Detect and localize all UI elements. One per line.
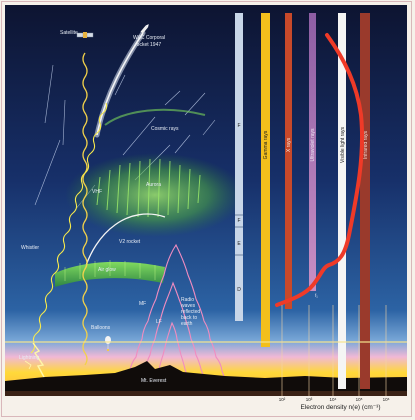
- axis-tick-label: 10²: [279, 397, 286, 402]
- mountain-silhouette: [5, 361, 407, 396]
- ultraviolet-band: [309, 13, 316, 291]
- x-ray-label: X rays: [286, 137, 292, 152]
- svg-text:Radio: Radio: [181, 297, 194, 303]
- v2-rocket-trajectory: [82, 213, 166, 276]
- layer-label-d: D: [237, 287, 241, 293]
- ionosphere-layer-column: [235, 13, 243, 321]
- visible-light-band: [338, 13, 346, 389]
- lightning-label: Lightning: [19, 355, 40, 361]
- gamma-ray-label: Gamma rays: [263, 130, 269, 159]
- svg-text:earth: earth: [181, 321, 193, 327]
- wac-rocket-label-line2: rocket 1947: [135, 42, 161, 48]
- axis-tick-label: 10⁶: [383, 397, 390, 402]
- axis-tick-marks: [281, 305, 387, 396]
- vhf-wave: [82, 52, 88, 366]
- cosmic-rays-label: Cosmic rays: [151, 126, 179, 132]
- density-curve-label: f₁: [315, 293, 318, 298]
- layer-label-f1: F: [237, 218, 240, 224]
- radio-waves-caption: Radio waves reflected back to earth: [181, 297, 200, 327]
- aurora-label: Aurora: [146, 182, 161, 188]
- radio-waves: [124, 243, 228, 384]
- electron-density-axis-caption: Electron density n(e) (cm⁻³): [300, 404, 381, 411]
- svg-text:back to: back to: [181, 315, 197, 321]
- svg-text:reflected: reflected: [181, 309, 200, 315]
- mf-label: MF: [139, 301, 146, 307]
- infrared-label: Infrared rays: [363, 130, 369, 159]
- layer-label-e: E: [237, 241, 241, 247]
- mt-everest-label: Mt. Everest: [141, 378, 167, 384]
- axis-tick-label: 10⁴: [330, 397, 337, 402]
- lf-label: LF: [156, 319, 162, 325]
- whistler-label: Whistler: [21, 245, 39, 251]
- atmosphere-illustration: F F E D Gamma rays X rays Ultraviolet ra…: [5, 5, 407, 396]
- balloons-label: Balloons: [91, 325, 111, 331]
- electron-density-curve: [275, 33, 365, 307]
- satellite-label: Satellite: [60, 30, 78, 36]
- whistler-wave: [30, 102, 108, 354]
- gamma-ray-band: [261, 13, 270, 347]
- wac-rocket-label: WAC Corporal: [133, 35, 165, 41]
- axis-tick-label: 10⁵: [356, 397, 363, 402]
- svg-text:waves: waves: [181, 303, 196, 309]
- layer-label-f: F: [237, 123, 240, 129]
- vhf-label: VHF: [92, 189, 102, 195]
- axis-tick-label: 10³: [306, 397, 313, 402]
- lightning-bolt: [32, 342, 46, 380]
- ultraviolet-label: Ultraviolet rays: [310, 128, 316, 162]
- x-ray-band: [285, 13, 292, 309]
- satellite-icon: [76, 32, 94, 38]
- aurora-curtain: [96, 158, 201, 218]
- v2-rocket-label: V2 rocket: [119, 239, 141, 245]
- visible-light-label: Visible light rays: [340, 126, 346, 163]
- rocket-icon: [140, 24, 149, 34]
- infrared-band: [360, 13, 370, 389]
- air-glow-label: Air glow: [98, 267, 116, 273]
